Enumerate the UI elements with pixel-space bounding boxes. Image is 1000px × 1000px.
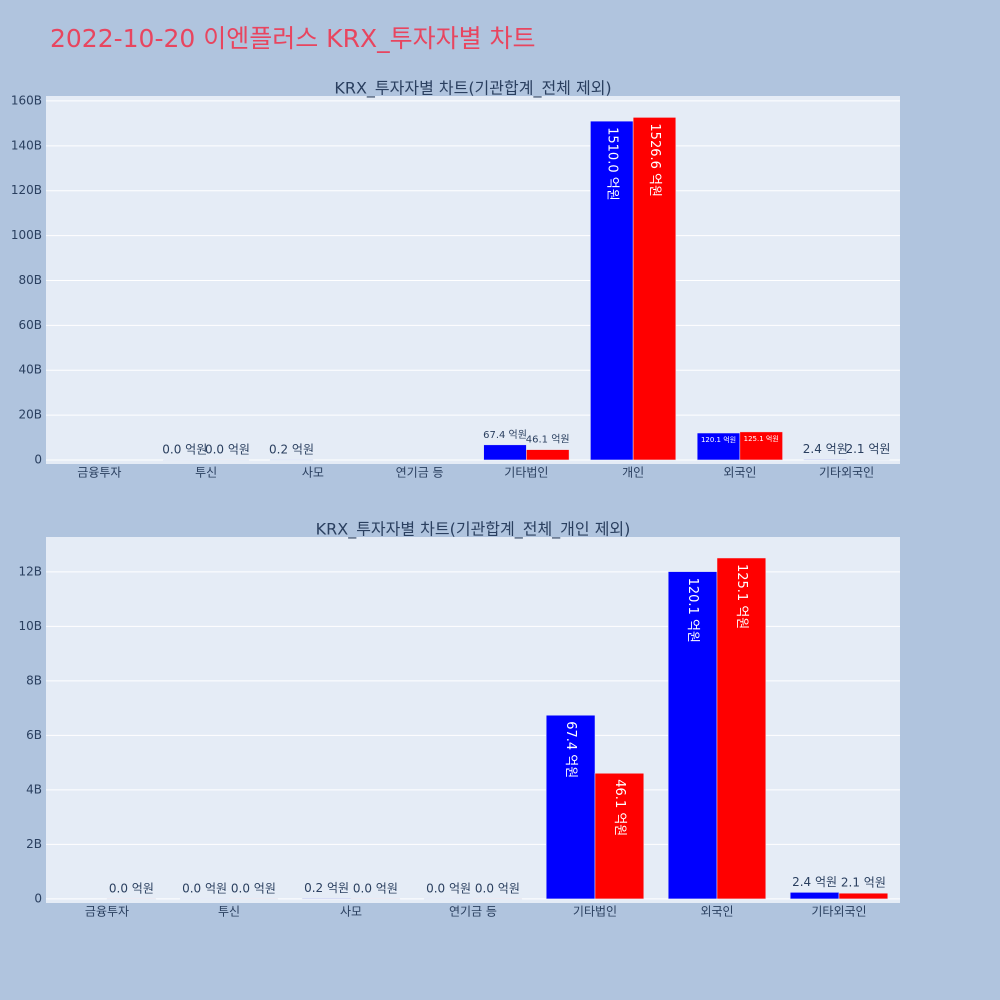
bar: [205, 459, 250, 461]
x-tick-label: 외국인: [723, 466, 756, 480]
value-label: 0.0 억원: [205, 442, 250, 456]
value-label: 1526.6 억원: [647, 123, 662, 197]
bar: [179, 898, 230, 900]
bar: [106, 898, 157, 900]
y-tick-label: 60B: [18, 318, 42, 332]
bar: [301, 898, 352, 900]
y-tick-label: 4B: [26, 782, 42, 796]
bar: [667, 571, 718, 900]
x-tick-label: 연기금 등: [396, 466, 444, 480]
y-tick-label: 8B: [26, 673, 42, 687]
bar: [545, 714, 596, 900]
x-tick-label: 사모: [340, 905, 362, 919]
value-label: 0.0 억원: [475, 881, 520, 895]
x-tick-label: 외국인: [700, 905, 733, 919]
x-tick-label: 투신: [195, 466, 217, 480]
x-tick-label: 기타외국인: [811, 905, 866, 919]
y-tick-label: 20B: [18, 408, 42, 422]
bar: [350, 898, 401, 900]
value-label: 46.1 억원: [526, 434, 570, 446]
x-tick-label: 금융투자: [85, 905, 129, 919]
value-label: 67.4 억원: [483, 429, 527, 441]
value-label: 2.1 억원: [841, 876, 886, 890]
bar: [696, 432, 741, 461]
x-tick-label: 투신: [218, 905, 240, 919]
value-label: 120.1 억원: [685, 578, 700, 643]
value-label: 0.2 억원: [304, 881, 349, 895]
value-label: 125.1 억원: [744, 434, 779, 443]
bar: [594, 773, 645, 900]
y-tick-label: 6B: [26, 728, 42, 742]
bar: [846, 459, 890, 461]
bar: [163, 459, 207, 461]
value-label: 0.0 억원: [162, 442, 207, 456]
y-tick-label: 140B: [11, 138, 42, 152]
x-tick-label: 금융투자: [77, 466, 121, 480]
bar: [269, 459, 314, 461]
y-tick-label: 12B: [18, 564, 42, 578]
bar: [632, 117, 677, 461]
x-tick-label: 개인: [622, 466, 644, 480]
bar: [483, 444, 527, 461]
value-label: 125.1 억원: [734, 564, 749, 629]
value-label: 0.0 억원: [182, 881, 227, 895]
value-label: 0.2 억원: [269, 442, 314, 456]
plot-area: [46, 537, 900, 903]
x-tick-label: 사모: [302, 466, 324, 480]
value-label: 67.4 억원: [563, 721, 578, 778]
chart-title: KRX_투자자별 차트(기관합계_전체 제외): [334, 79, 611, 99]
value-label: 46.1 억원: [612, 779, 627, 836]
y-tick-label: 120B: [11, 183, 42, 197]
bar: [739, 431, 783, 461]
y-tick-label: 160B: [11, 93, 42, 107]
value-label: 120.1 억원: [701, 435, 736, 444]
y-tick-label: 0: [34, 891, 42, 905]
value-label: 0.0 억원: [231, 881, 276, 895]
bar: [472, 898, 523, 900]
bar: [716, 557, 767, 900]
bar: [423, 898, 474, 900]
value-label: 1510.0 억원: [604, 127, 619, 201]
y-tick-label: 100B: [11, 228, 42, 242]
x-tick-label: 연기금 등: [449, 905, 497, 919]
bar: [838, 892, 889, 900]
value-label: 2.4 억원: [792, 875, 837, 889]
bar: [526, 449, 570, 461]
y-tick-label: 2B: [26, 837, 42, 851]
chart-title: KRX_투자자별 차트(기관합계_전체_개인 제외): [316, 520, 631, 540]
x-tick-label: 기타법인: [504, 466, 548, 480]
value-label: 0.0 억원: [426, 881, 471, 895]
bar: [789, 892, 840, 900]
bar: [803, 459, 847, 461]
y-tick-label: 10B: [18, 619, 42, 633]
page-title: 2022-10-20 이엔플러스 KRX_투자자별 차트: [50, 24, 536, 53]
y-tick-label: 0: [34, 452, 42, 466]
value-label: 2.1 억원: [845, 442, 890, 456]
value-label: 0.0 억원: [109, 881, 154, 895]
value-label: 0.0 억원: [353, 881, 398, 895]
bar: [590, 120, 634, 461]
y-tick-label: 40B: [18, 363, 42, 377]
x-tick-label: 기타외국인: [819, 466, 874, 480]
bar: [228, 898, 279, 900]
y-tick-label: 80B: [18, 273, 42, 287]
x-tick-label: 기타법인: [573, 905, 617, 919]
value-label: 2.4 억원: [803, 442, 848, 456]
